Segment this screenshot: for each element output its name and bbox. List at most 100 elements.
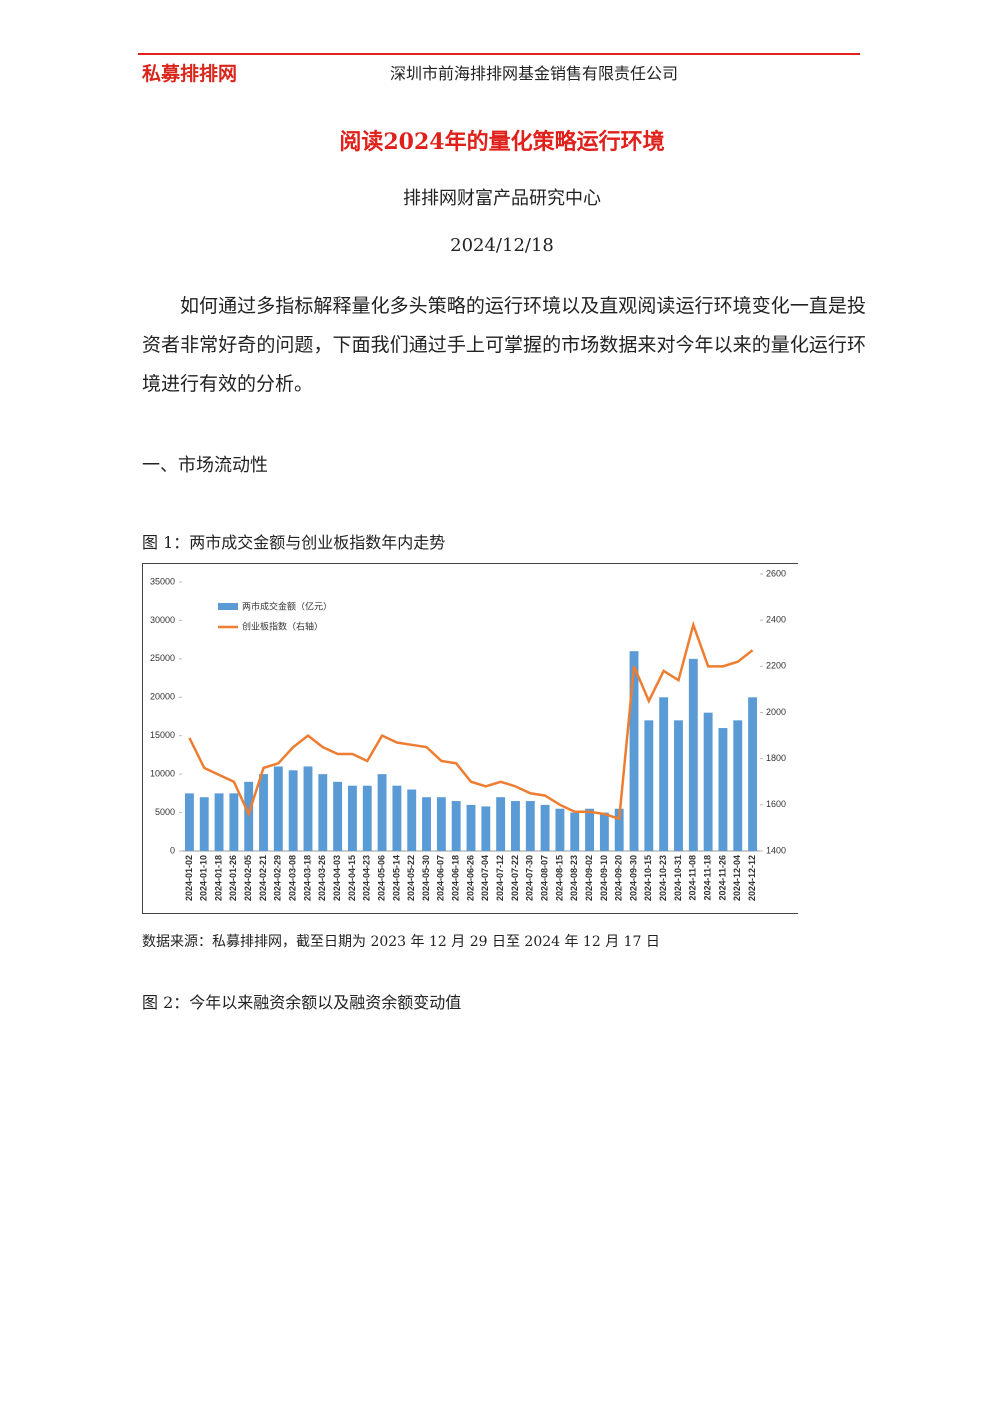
- figure-caption: 图 1：两市成交金额与创业板指数年内走势: [142, 533, 446, 552]
- bar: [555, 808, 565, 851]
- bar: [629, 651, 639, 851]
- bar: [688, 658, 698, 851]
- x-tick-label: 2024-08-07: [539, 855, 549, 901]
- bar: [422, 797, 431, 851]
- bar: [436, 797, 446, 851]
- bar: [199, 797, 209, 851]
- x-tick-label: 2024-07-12: [495, 855, 505, 901]
- legend-swatch: [218, 603, 238, 610]
- x-tick-label: 2024-09-20: [614, 855, 624, 901]
- bar: [362, 785, 372, 851]
- figure-caption: 图 2：今年以来融资余额以及融资余额变动值: [142, 993, 462, 1012]
- bar: [644, 720, 654, 851]
- x-tick-label: 2024-03-18: [302, 855, 312, 901]
- bar: [540, 804, 550, 851]
- bar: [288, 770, 298, 851]
- intro: 如何通过多指标解释量化多头策略的运行环境以及直观阅读运行环境变化一直是投资者非常…: [142, 295, 866, 395]
- y-tick-label: 15000: [150, 730, 175, 740]
- x-tick-label: 2024-12-04: [732, 855, 742, 901]
- bar: [525, 801, 535, 851]
- x-tick-label: 2024-05-06: [376, 855, 386, 901]
- x-tick-label: 2024-02-29: [273, 855, 283, 901]
- y-tick-label: 5000: [155, 807, 175, 817]
- bar: [614, 808, 624, 851]
- bar: [184, 793, 194, 851]
- y-tick-label: 25000: [150, 653, 175, 663]
- bar: [674, 720, 683, 851]
- bar: [659, 697, 669, 851]
- x-tick-label: 2024-11-26: [717, 855, 727, 901]
- y2-tick-label: 2000: [766, 707, 786, 717]
- chart: 0 5000 10000 15000 20000 25000 30000 35000 1400 1…: [142, 563, 798, 914]
- bar: [733, 720, 743, 851]
- section-heading: 一、市场流动性: [142, 455, 268, 476]
- bar: [229, 793, 239, 851]
- x-tick-label: 2024-08-23: [569, 855, 579, 901]
- x-tick-label: 2024-04-15: [347, 855, 357, 901]
- bar: [377, 774, 387, 851]
- x-tick-label: 2024-04-03: [332, 855, 342, 901]
- bar: [570, 812, 580, 851]
- bar: [273, 766, 283, 851]
- y2-tick-label: 1800: [766, 753, 786, 763]
- y-tick-label: 30000: [150, 615, 175, 625]
- y2-tick-label: 2600: [766, 568, 786, 578]
- y2-tick-label: 2200: [766, 661, 786, 671]
- bar: [347, 785, 357, 851]
- y2-tick-label: 2400: [766, 615, 786, 625]
- legend-label: 两市成交金额（亿元）: [242, 600, 332, 611]
- author: 排排网财富产品研究中心: [403, 188, 601, 209]
- y-tick-label: 20000: [150, 692, 175, 702]
- bar: [392, 785, 402, 851]
- company: 深圳市前海排排网基金销售有限责任公司: [390, 64, 679, 83]
- x-tick-label: 2024-05-22: [406, 855, 416, 901]
- x-tick-label: 2024-11-08: [688, 855, 698, 901]
- logo: 私募排排网: [142, 63, 238, 85]
- y2-tick-label: 1600: [766, 799, 786, 809]
- x-tick-label: 2024-01-10: [199, 855, 209, 901]
- x-tick-label: 2024-01-18: [213, 855, 223, 901]
- x-tick-label: 2024-08-15: [554, 855, 564, 901]
- bar: [333, 781, 343, 851]
- x-tick-label: 2024-10-15: [643, 855, 653, 901]
- bar: [303, 766, 313, 851]
- x-tick-label: 2024-11-18: [703, 855, 713, 901]
- x-tick-label: 2024-06-26: [465, 855, 475, 901]
- x-tick-label: 2024-10-31: [673, 855, 683, 901]
- x-tick-label: 2024-09-10: [599, 855, 609, 901]
- legend-label: 创业板指数（右轴）: [242, 620, 323, 631]
- bar: [451, 801, 461, 851]
- bar: [511, 801, 520, 851]
- bar: [318, 774, 328, 851]
- x-tick-label: 2024-01-02: [184, 855, 194, 901]
- bar: [407, 789, 417, 851]
- x-tick-label: 2024-07-22: [510, 855, 520, 901]
- figure-source: 数据来源：私募排排网，截至日期为 2023 年 12 月 29 日至 2024 …: [142, 934, 660, 950]
- bar: [718, 728, 728, 851]
- x-tick-label: 2024-10-23: [658, 855, 668, 901]
- date: 2024/12/18: [450, 235, 554, 256]
- x-tick-label: 2024-02-05: [243, 855, 253, 901]
- line: [188, 620, 754, 821]
- x-tick-label: 2024-02-21: [258, 855, 268, 901]
- x-tick-label: 2024-03-26: [317, 855, 327, 901]
- y-tick-label: 35000: [150, 576, 175, 586]
- x-tick-label: 2024-06-07: [436, 855, 446, 901]
- x-tick-label: 2024-04-23: [362, 855, 372, 901]
- x-tick-label: 2024-03-08: [288, 855, 298, 901]
- x-tick-label: 2024-05-30: [421, 855, 431, 901]
- x-tick-label: 2024-07-04: [480, 855, 490, 901]
- x-tick-label: 2024-09-02: [584, 855, 594, 901]
- x-tick-label: 2024-06-18: [451, 855, 461, 901]
- x-tick-label: 2024-09-30: [628, 855, 638, 901]
- bar: [599, 812, 609, 851]
- x-tick-label: 2024-05-14: [391, 855, 401, 901]
- x-tick-label: 2024-01-26: [228, 855, 238, 901]
- bar: [214, 793, 224, 851]
- bar: [481, 806, 491, 851]
- bar: [748, 697, 758, 851]
- x-tick-label: 2024-12-12: [747, 855, 757, 901]
- bar: [585, 808, 595, 851]
